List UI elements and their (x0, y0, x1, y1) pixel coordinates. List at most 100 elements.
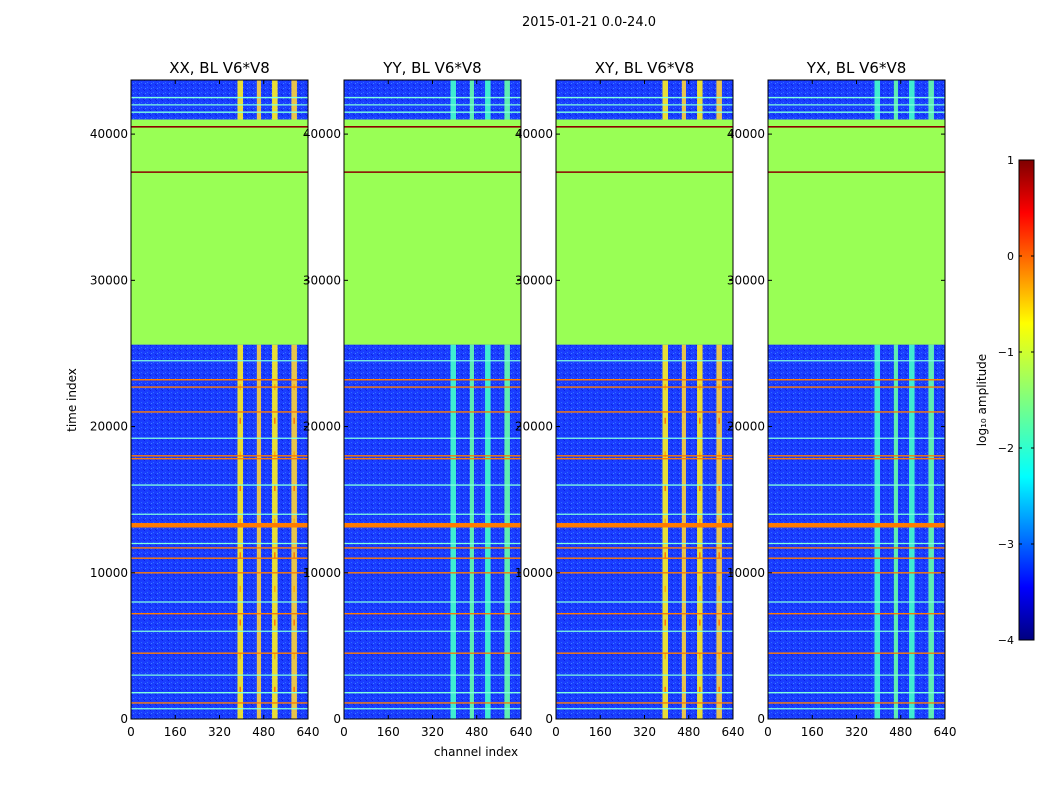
flagged-region (131, 119, 308, 345)
panel-1: XX, BL V6*V8 0 160 320 480 640 0 10000 20000 3000… (90, 59, 320, 739)
panel-image (344, 80, 521, 719)
bright-patch (293, 451, 295, 458)
flagged-region (344, 119, 521, 345)
bright-channel-band (291, 80, 297, 120)
bright-channel-band (256, 80, 261, 120)
y-tick-label: 0 (757, 712, 765, 726)
bright-patch (239, 619, 242, 626)
bright-channel-band (256, 344, 261, 719)
bright-patch (239, 552, 242, 559)
x-tick-label: 480 (889, 725, 912, 739)
bright-channel-band (928, 344, 934, 719)
y-tick-label: 30000 (303, 273, 341, 287)
panel-3: XY, BL V6*V8 0 160 320 480 640 0 10000 20000 3000… (515, 59, 745, 739)
colorbar-label: log₁₀ amplitude (975, 354, 989, 446)
x-tick-label: 480 (465, 725, 488, 739)
y-tick-label: 10000 (515, 566, 553, 580)
bright-channel-band (504, 344, 510, 719)
bright-channel-band (697, 344, 703, 719)
bright-patch (239, 686, 242, 693)
bright-patch (699, 417, 701, 424)
bright-patch (293, 686, 295, 693)
y-axis-label: time index (65, 368, 79, 432)
flagged-region (556, 119, 733, 345)
panel-title: YY, BL V6*V8 (382, 59, 481, 77)
panel-image (131, 80, 308, 719)
bright-channel-band (928, 80, 934, 120)
bright-patch (664, 518, 667, 525)
x-tick-label: 640 (722, 725, 745, 739)
panel-image (556, 80, 733, 719)
colorbar-tick-label: −1 (998, 346, 1014, 359)
bright-channel-band (485, 80, 491, 120)
bright-patch (664, 653, 667, 660)
bright-patch (274, 619, 276, 626)
y-tick-label: 10000 (90, 566, 128, 580)
bright-channel-band (874, 80, 881, 120)
bright-patch (699, 518, 701, 525)
panel-4: YX, BL V6*V8 0 160 320 480 640 0 10000 20000 3000… (727, 59, 957, 739)
x-tick-label: 640 (297, 725, 320, 739)
bright-channel-band (893, 344, 898, 719)
figure-suptitle: 2015-01-21 0.0-24.0 (522, 15, 656, 30)
bright-channel-band (504, 80, 510, 120)
heatmap-panels: XX, BL V6*V8 0 160 320 480 640 0 10000 20000 3000… (90, 59, 957, 739)
bright-patch (664, 417, 667, 424)
colorbar-tick-label: 0 (1007, 250, 1014, 263)
y-tick-label: 20000 (90, 420, 128, 434)
bright-patch (293, 417, 295, 424)
y-tick-label: 10000 (727, 566, 765, 580)
colorbar-tick-label: −3 (998, 538, 1014, 551)
y-tick-label: 20000 (303, 420, 341, 434)
bright-channel-band (697, 80, 703, 120)
x-tick-label: 160 (164, 725, 187, 739)
x-tick-label: 480 (252, 725, 275, 739)
bright-patch (699, 485, 701, 492)
x-tick-label: 640 (934, 725, 957, 739)
bright-channel-band (485, 344, 491, 719)
bright-patch (718, 686, 720, 693)
bright-patch (699, 451, 701, 458)
y-tick-label: 20000 (515, 420, 553, 434)
y-tick-label: 10000 (303, 566, 341, 580)
bright-patch (664, 451, 667, 458)
bright-channel-band (469, 344, 474, 719)
y-tick-label: 30000 (90, 273, 128, 287)
bright-patch (664, 485, 667, 492)
bright-patch (239, 518, 242, 525)
y-tick-label: 40000 (303, 127, 341, 141)
bright-patch (664, 585, 667, 592)
bright-patch (699, 552, 701, 559)
bright-patch (664, 552, 667, 559)
panel-title: XX, BL V6*V8 (169, 59, 270, 77)
panel-title: XY, BL V6*V8 (595, 59, 695, 77)
bright-patch (718, 552, 720, 559)
bright-patch (274, 686, 276, 693)
x-tick-label: 480 (677, 725, 700, 739)
bright-patch (699, 653, 701, 660)
bright-channel-band (716, 344, 722, 719)
x-tick-label: 320 (208, 725, 231, 739)
bright-patch (293, 552, 295, 559)
x-tick-label: 160 (377, 725, 400, 739)
bright-patch (274, 451, 276, 458)
x-tick-label: 160 (801, 725, 824, 739)
bright-patch (718, 485, 720, 492)
panel-2: YY, BL V6*V8 0 160 320 480 640 0 10000 20000 3000… (303, 59, 533, 739)
bright-channel-band (450, 344, 457, 719)
x-tick-label: 160 (589, 725, 612, 739)
bright-channel-band (874, 344, 881, 719)
bright-channel-band (716, 80, 722, 120)
y-tick-label: 40000 (515, 127, 553, 141)
bright-patch (718, 653, 720, 660)
bright-channel-band (681, 80, 686, 120)
colorbar-tick-label: −4 (998, 634, 1014, 647)
colorbar: 1 0 −1 −2 −3 −4 log₁₀ amplitude (975, 154, 1035, 647)
x-tick-label: 0 (340, 725, 348, 739)
y-tick-label: 30000 (727, 273, 765, 287)
bright-patch (239, 653, 242, 660)
bright-patch (718, 619, 720, 626)
bright-patch (699, 585, 701, 592)
bright-patch (239, 485, 242, 492)
